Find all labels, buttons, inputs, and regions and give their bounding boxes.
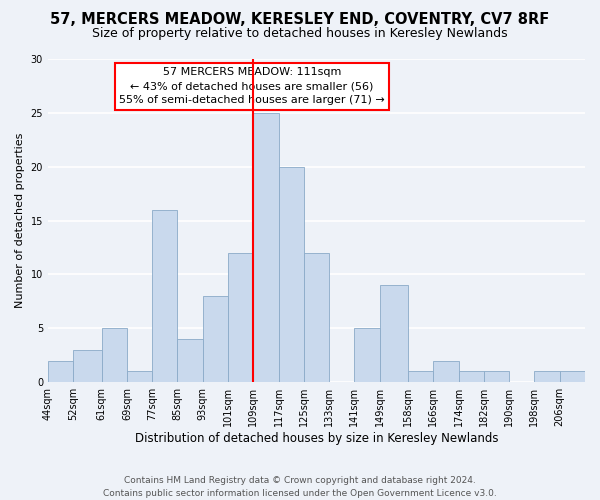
Bar bbox=[127, 372, 152, 382]
Bar bbox=[458, 372, 484, 382]
Bar bbox=[48, 360, 73, 382]
Text: Contains HM Land Registry data © Crown copyright and database right 2024.
Contai: Contains HM Land Registry data © Crown c… bbox=[103, 476, 497, 498]
Bar bbox=[203, 296, 228, 382]
Bar bbox=[278, 166, 304, 382]
Bar bbox=[152, 210, 178, 382]
Bar bbox=[380, 285, 408, 382]
Text: Size of property relative to detached houses in Keresley Newlands: Size of property relative to detached ho… bbox=[92, 28, 508, 40]
Bar bbox=[304, 253, 329, 382]
Bar bbox=[253, 113, 278, 382]
Bar bbox=[484, 372, 509, 382]
Bar bbox=[433, 360, 458, 382]
Bar bbox=[73, 350, 101, 382]
Text: 57 MERCERS MEADOW: 111sqm
← 43% of detached houses are smaller (56)
55% of semi-: 57 MERCERS MEADOW: 111sqm ← 43% of detac… bbox=[119, 67, 385, 105]
Bar bbox=[560, 372, 585, 382]
Y-axis label: Number of detached properties: Number of detached properties bbox=[15, 133, 25, 308]
Bar bbox=[178, 339, 203, 382]
Bar bbox=[408, 372, 433, 382]
Bar bbox=[535, 372, 560, 382]
Text: 57, MERCERS MEADOW, KERESLEY END, COVENTRY, CV7 8RF: 57, MERCERS MEADOW, KERESLEY END, COVENT… bbox=[50, 12, 550, 28]
Bar bbox=[101, 328, 127, 382]
Bar bbox=[228, 253, 253, 382]
Bar bbox=[355, 328, 380, 382]
X-axis label: Distribution of detached houses by size in Keresley Newlands: Distribution of detached houses by size … bbox=[135, 432, 498, 445]
